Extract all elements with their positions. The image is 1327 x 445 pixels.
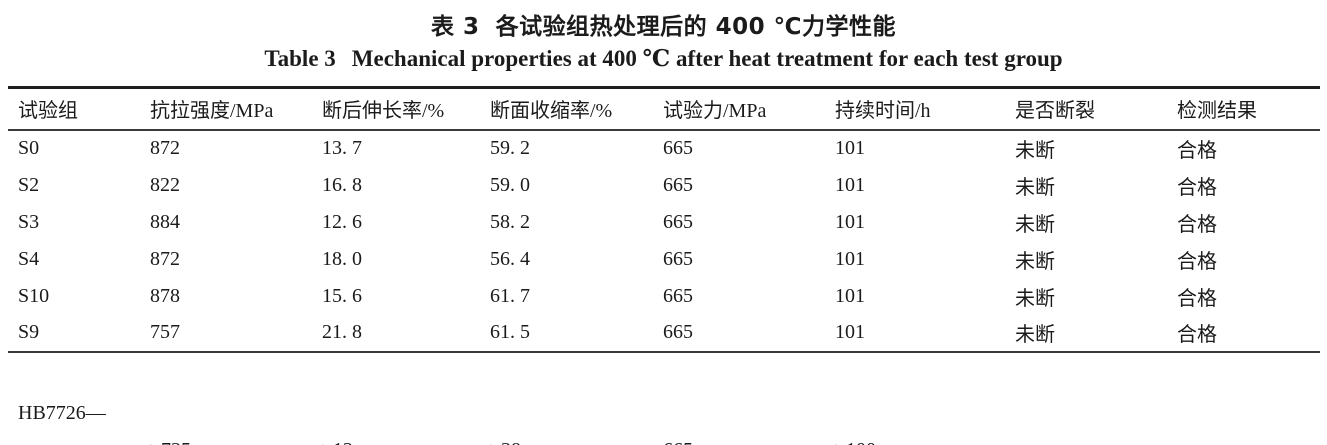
table-cell: 101 [835,321,865,343]
table-row: S2 822 16. 8 59. 0 665 101 未断 合格 [8,167,1320,204]
table-cell: 878 [150,284,180,307]
table-cell: 合格 [1177,287,1217,310]
table-cell: 未断 [1015,287,1055,310]
table-cell: 合格 [1177,250,1217,273]
mechanical-properties-table: 试验组 抗拉强度/MPa 断后伸长率/% 断面收缩率/% 试验力/MPa 持续时… [8,86,1320,445]
requirement-reduction-of-area: ≥38 [480,350,653,445]
column-header-duration: 持续时间/h [825,87,1005,131]
table-cell: 665 [663,173,693,196]
requirement-duration: ≥100 [825,350,1005,445]
table-row: S4 872 18. 0 56. 4 665 101 未断 合格 [8,241,1320,278]
table-title-en-text: Mechanical properties at 400 ℃ after hea… [351,46,1063,71]
table-cell: 56. 4 [490,247,530,270]
table-title-zh: 表 3 各试验组热处理后的 400 ℃力学性能 [0,7,1327,41]
table-cell: 未断 [1015,213,1055,236]
table-cell: 未断 [1015,140,1055,162]
requirement-label-line1: HB7726— [18,401,106,424]
table-cell: 合格 [1177,213,1217,236]
table-cell: 未断 [1015,250,1055,273]
table-cell: 872 [150,137,180,159]
table-cell: 21. 8 [322,321,362,343]
requirement-result-dash: — [1167,350,1320,445]
row-group-label: S2 [18,173,40,196]
table-cell: 884 [150,210,180,233]
table-cell: 合格 [1177,140,1217,162]
table-cell: 未断 [1015,324,1055,346]
table-cell: 665 [663,284,693,307]
table-cell: 59. 0 [490,173,530,196]
row-group-label: S3 [18,210,40,233]
table-cell: 872 [150,247,180,270]
column-header-test-group: 试验组 [8,87,140,131]
table-cell: 101 [835,173,865,196]
table-cell: 101 [835,137,865,159]
table-cell: 18. 0 [322,247,362,270]
table-cell: 757 [150,321,180,343]
requirement-fractured-dash: — [1005,350,1167,445]
table-row: S3 884 12. 6 58. 2 665 101 未断 合格 [8,204,1320,241]
row-group-label: S9 [18,321,40,343]
table-cell: 665 [663,247,693,270]
column-header-tensile-strength: 抗拉强度/MPa [140,87,312,131]
table-cell: 665 [663,210,693,233]
table-cell: 15. 6 [322,284,362,307]
table-row: S0 872 13. 7 59. 2 665 101 未断 合格 [8,130,1320,167]
table-cell: 12. 6 [322,210,362,233]
table-cell: 61. 5 [490,321,530,343]
table-cell: 合格 [1177,324,1217,346]
column-header-elongation: 断后伸长率/% [312,87,480,131]
table-cell: 58. 2 [490,210,530,233]
table-cell: 822 [150,173,180,196]
requirement-row-label: HB7726— 2002 要求 [8,350,140,445]
requirement-tensile-strength: ≥735 [140,350,312,445]
column-header-fractured: 是否断裂 [1005,87,1167,131]
requirement-row: HB7726— 2002 要求 ≥735 ≥12 ≥38 665 ≥100 — … [8,350,1320,445]
table-cell: 665 [663,321,693,343]
table-cell: 13. 7 [322,137,362,159]
table-row: S10 878 15. 6 61. 7 665 101 未断 合格 [8,278,1320,315]
table-title-en-label: Table 3 [264,46,336,71]
table-cell: 61. 7 [490,284,530,307]
row-group-label: S4 [18,247,40,270]
table-row: S9 757 21. 8 61. 5 665 101 未断 合格 [8,315,1320,352]
table-cell: 59. 2 [490,137,530,159]
table-title-zh-text: 各试验组热处理后的 400 ℃力学性能 [495,14,896,40]
table-title-zh-label: 表 3 [431,14,480,40]
table-cell: 16. 8 [322,173,362,196]
table-cell: 101 [835,210,865,233]
row-group-label: S10 [18,284,50,307]
table-cell: 合格 [1177,176,1217,199]
row-group-label: S0 [18,137,40,159]
column-header-test-force: 试验力/MPa [653,87,825,131]
table-title-en: Table 3 Mechanical properties at 400 ℃ af… [0,45,1327,72]
header-row: 试验组 抗拉强度/MPa 断后伸长率/% 断面收缩率/% 试验力/MPa 持续时… [8,87,1320,131]
table-cell: 101 [835,247,865,270]
column-header-result: 检测结果 [1167,87,1320,131]
table-cell: 101 [835,284,865,307]
table-cell: 未断 [1015,176,1055,199]
table-cell: 665 [663,137,693,159]
column-header-reduction-of-area: 断面收缩率/% [480,87,653,131]
requirement-elongation: ≥12 [312,350,480,445]
requirement-test-force: 665 [653,350,825,445]
